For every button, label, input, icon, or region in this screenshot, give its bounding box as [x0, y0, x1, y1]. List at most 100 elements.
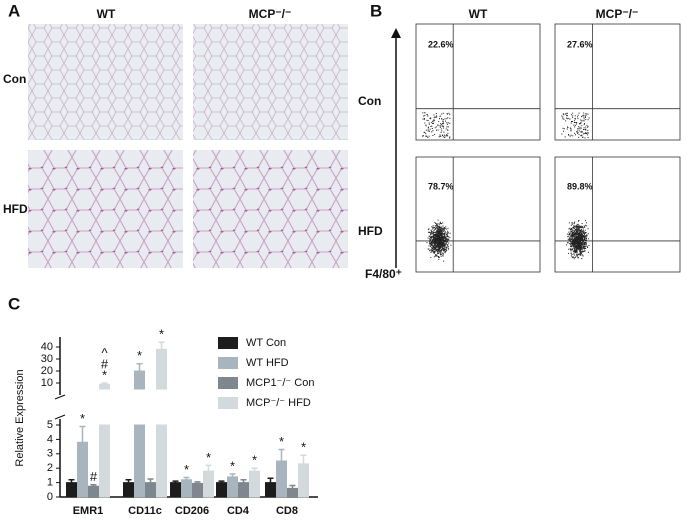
event-dot [579, 240, 581, 242]
event-dot [569, 135, 571, 137]
event-dot [444, 245, 446, 247]
event-dot [439, 243, 441, 245]
event-dot [442, 252, 444, 254]
event-dot [426, 242, 428, 244]
event-dot [441, 113, 443, 115]
event-dot [572, 242, 574, 244]
event-dot [576, 248, 578, 249]
event-dot [439, 235, 441, 237]
event-dot [576, 233, 578, 235]
event-dot [432, 240, 434, 242]
event-dot [563, 128, 565, 130]
event-dot [582, 238, 584, 240]
event-dot [424, 131, 426, 133]
event-dot [572, 234, 574, 236]
event-dot [437, 251, 439, 253]
event-dot [575, 229, 576, 230]
event-dot [437, 249, 439, 251]
event-dot [444, 252, 446, 254]
event-dot [440, 254, 441, 256]
event-dot [577, 226, 579, 228]
event-dot [577, 241, 579, 243]
legend-label: MCP1⁻/⁻ Con [246, 377, 314, 389]
event-dot [440, 223, 442, 224]
event-dot [446, 123, 448, 125]
event-dot [575, 237, 577, 238]
event-dot [578, 237, 580, 239]
error-bar [278, 448, 285, 461]
event-dot [432, 235, 434, 237]
event-dot [436, 250, 437, 252]
event-dot [441, 243, 443, 245]
event-dot [579, 253, 581, 254]
event-dot [438, 232, 440, 233]
event-dot [424, 114, 426, 116]
event-dot [573, 240, 575, 242]
event-dot [569, 233, 571, 235]
error-bar [267, 477, 274, 483]
bar [145, 482, 156, 498]
event-dot [437, 243, 439, 244]
event-dot [429, 130, 430, 132]
event-dot [575, 232, 577, 233]
event-dot [436, 245, 438, 247]
event-dot [432, 241, 434, 243]
event-dot [579, 249, 581, 251]
event-dot [573, 231, 575, 232]
event-dot [436, 254, 438, 256]
event-dot [564, 136, 566, 138]
event-dot [577, 233, 579, 235]
event-dot [425, 135, 427, 137]
event-dot [584, 242, 586, 244]
event-dot [433, 252, 435, 253]
event-dot [428, 135, 430, 137]
event-dot [436, 129, 437, 131]
event-dot [439, 233, 441, 234]
event-dot [577, 114, 579, 116]
flow-plot [415, 156, 541, 273]
event-dot [577, 132, 579, 133]
event-dot [433, 120, 435, 122]
event-dot [572, 231, 574, 233]
event-dot [575, 229, 577, 231]
event-dot [440, 255, 442, 257]
event-dot [443, 229, 445, 231]
event-dot [440, 230, 442, 232]
event-dot [432, 237, 434, 239]
event-dot [574, 124, 576, 126]
event-dot [570, 245, 572, 247]
event-dot [574, 243, 576, 245]
event-dot [584, 248, 586, 250]
event-dot [584, 250, 586, 251]
event-dot [436, 240, 438, 242]
event-dot [444, 235, 446, 237]
event-dot [566, 118, 568, 120]
event-dot [570, 236, 572, 238]
event-dot [435, 126, 437, 128]
event-dot [435, 245, 437, 247]
event-dot [579, 126, 581, 128]
bar [249, 470, 260, 498]
event-dot [436, 234, 438, 236]
event-dot [445, 251, 446, 253]
event-dot [580, 227, 582, 229]
event-dot [577, 243, 579, 245]
event-dot [585, 243, 587, 245]
event-dot [579, 230, 581, 231]
event-dot [578, 235, 580, 237]
event-dot [439, 250, 441, 252]
flow-plot [415, 23, 541, 141]
event-dot [585, 238, 587, 240]
event-dot [576, 232, 578, 234]
event-dot [429, 128, 431, 130]
event-dot [569, 229, 571, 230]
event-dot [573, 258, 575, 260]
event-dot [437, 236, 439, 238]
event-dot [447, 240, 449, 242]
event-dot [437, 238, 439, 240]
significance-mark: * [301, 440, 306, 455]
event-dot [570, 255, 572, 257]
y-tick-label: 20 [41, 365, 53, 377]
event-dot [437, 249, 439, 251]
